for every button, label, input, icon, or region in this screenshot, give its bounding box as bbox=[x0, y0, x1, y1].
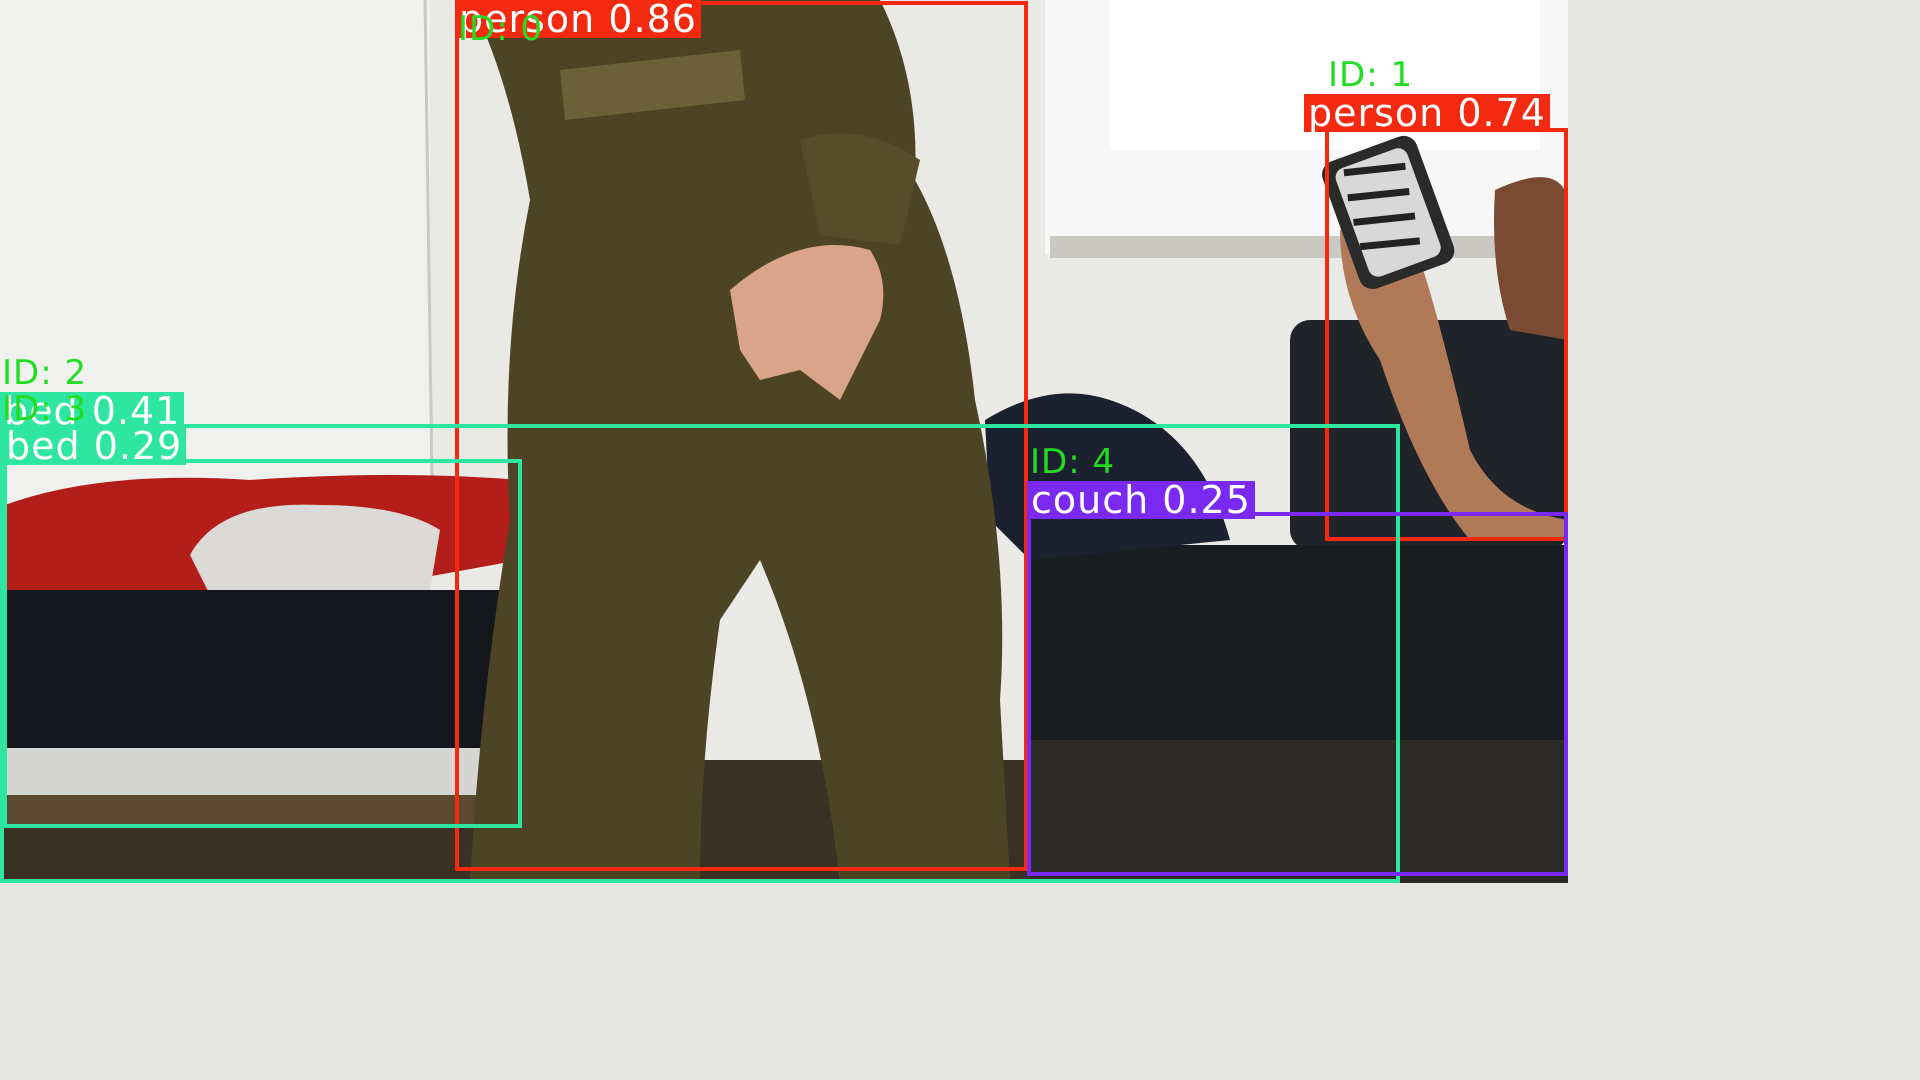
couch-seat bbox=[1030, 545, 1568, 745]
bed-label-2: bed 0.41 bbox=[0, 392, 185, 430]
bed-base bbox=[5, 795, 515, 825]
bed-frame bbox=[5, 748, 515, 798]
white-pillow bbox=[190, 504, 440, 595]
track-id-2: ID: 2 bbox=[2, 353, 88, 393]
seated-person-arm bbox=[1340, 220, 1568, 540]
bed-label-3: bed 0.29 bbox=[2, 427, 187, 465]
belt bbox=[560, 50, 745, 120]
sleeve bbox=[800, 133, 920, 245]
bed-mattress bbox=[5, 590, 515, 760]
couch-box-4 bbox=[1027, 512, 1568, 876]
couch-label-4: couch 0.25 bbox=[1027, 481, 1255, 519]
zebra-stripes bbox=[1343, 162, 1421, 251]
person-box-0 bbox=[455, 1, 1028, 871]
track-id-4: ID: 4 bbox=[1030, 442, 1116, 482]
person-label-0: person 0.86 bbox=[455, 0, 701, 38]
bed-box-3 bbox=[3, 459, 522, 828]
track-id-0: ID: 0 bbox=[458, 9, 544, 49]
track-id-3: ID: 3 bbox=[2, 389, 88, 429]
bed-box-2 bbox=[0, 424, 1400, 883]
wall-corner bbox=[423, 0, 434, 481]
seated-person-head bbox=[1494, 177, 1568, 340]
person-label-1: person 0.74 bbox=[1304, 94, 1550, 132]
couch-base bbox=[1030, 740, 1568, 883]
track-id-1: ID: 1 bbox=[1328, 55, 1414, 95]
hand bbox=[730, 245, 884, 400]
